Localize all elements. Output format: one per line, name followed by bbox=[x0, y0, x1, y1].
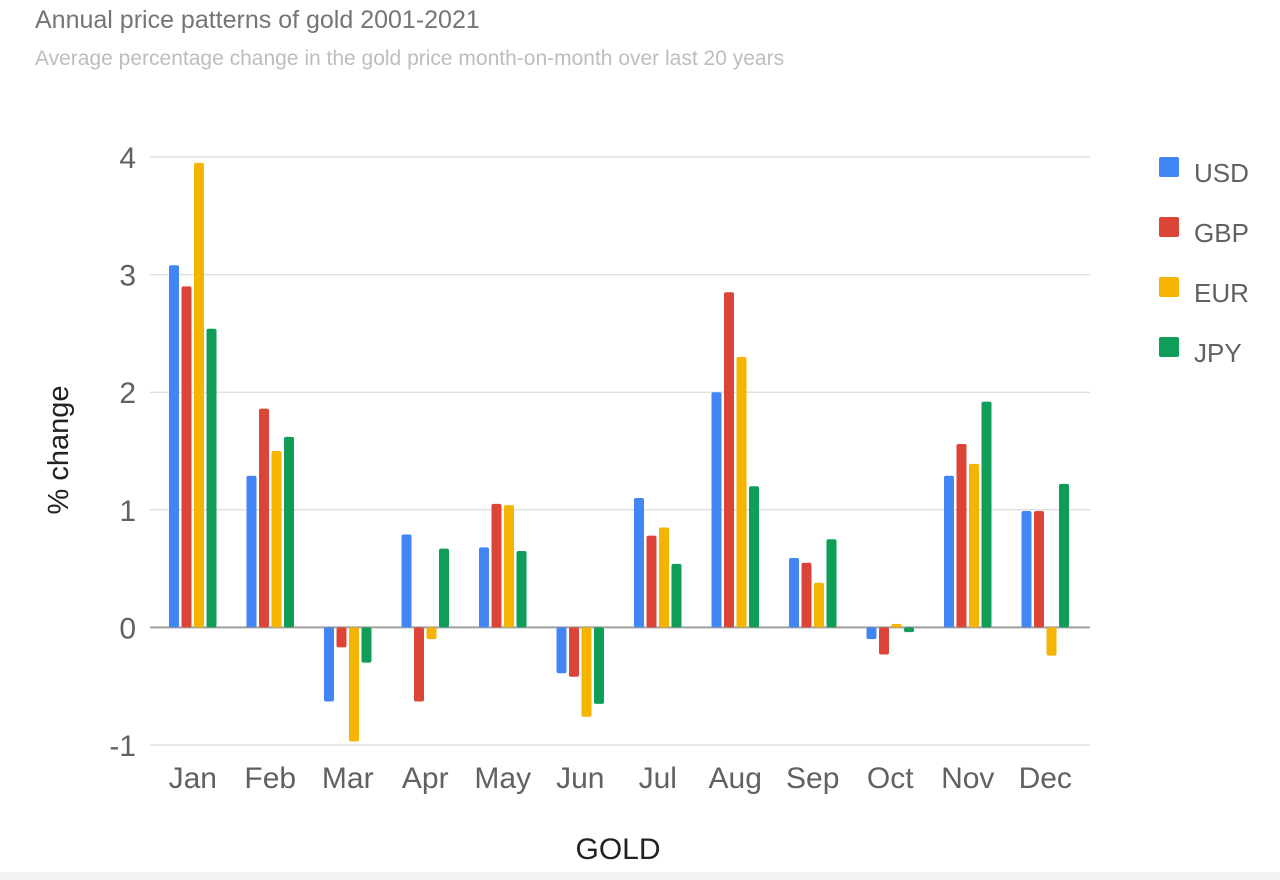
x-tick-label: Feb bbox=[244, 762, 296, 795]
bar-gbp-mar[interactable] bbox=[336, 627, 347, 648]
bar-usd-dec[interactable] bbox=[1021, 510, 1032, 628]
bar-gbp-may[interactable] bbox=[491, 503, 502, 628]
y-tick-label: 4 bbox=[119, 142, 136, 175]
bar-eur-apr[interactable] bbox=[426, 627, 437, 640]
legend-label-jpy: JPY bbox=[1194, 338, 1242, 368]
bar-eur-aug[interactable] bbox=[736, 356, 747, 628]
x-tick-label: Dec bbox=[1019, 762, 1072, 795]
bar-jpy-aug[interactable] bbox=[749, 486, 759, 628]
legend-label-gbp: GBP bbox=[1194, 218, 1249, 248]
bar-jpy-nov[interactable] bbox=[981, 401, 992, 628]
bar-usd-mar[interactable] bbox=[324, 627, 334, 702]
bar-eur-may[interactable] bbox=[504, 505, 514, 628]
bar-eur-sep[interactable] bbox=[814, 582, 824, 628]
legend-swatch-eur bbox=[1159, 277, 1179, 297]
x-tick-label: Jan bbox=[169, 762, 217, 795]
x-tick-label: Sep bbox=[786, 762, 839, 795]
bar-jpy-jun[interactable] bbox=[594, 627, 604, 704]
bar-usd-apr[interactable] bbox=[401, 534, 412, 628]
x-tick-label: Mar bbox=[322, 762, 374, 795]
bar-jpy-may[interactable] bbox=[516, 550, 527, 628]
bar-jpy-oct[interactable] bbox=[904, 627, 914, 633]
bar-jpy-jul[interactable] bbox=[671, 563, 682, 628]
y-tick-label: 3 bbox=[119, 260, 136, 293]
bar-eur-dec[interactable] bbox=[1046, 627, 1057, 656]
bar-jpy-sep[interactable] bbox=[826, 539, 837, 628]
bottom-bar bbox=[0, 872, 1280, 880]
bar-eur-jun[interactable] bbox=[581, 627, 592, 717]
bar-usd-aug[interactable] bbox=[711, 392, 722, 628]
y-tick-label: 1 bbox=[119, 495, 136, 528]
bar-jpy-feb[interactable] bbox=[284, 436, 294, 628]
bar-jpy-apr[interactable] bbox=[439, 548, 449, 628]
bar-gbp-sep[interactable] bbox=[801, 562, 812, 628]
legend-label-usd: USD bbox=[1194, 158, 1249, 188]
bar-eur-mar[interactable] bbox=[349, 627, 359, 742]
bar-gbp-oct[interactable] bbox=[879, 627, 889, 655]
bar-gbp-feb[interactable] bbox=[259, 408, 269, 628]
bar-eur-jan[interactable] bbox=[194, 162, 204, 628]
chart-title: Annual price patterns of gold 2001-2021 bbox=[35, 6, 480, 34]
x-tick-label: Apr bbox=[402, 762, 449, 795]
y-tick-label: 0 bbox=[119, 612, 136, 645]
legend-swatch-usd bbox=[1159, 157, 1179, 177]
bar-gbp-nov[interactable] bbox=[956, 443, 967, 628]
chart-subtitle: Average percentage change in the gold pr… bbox=[35, 47, 785, 70]
bar-usd-sep[interactable] bbox=[789, 558, 799, 628]
bar-gbp-jan[interactable] bbox=[181, 286, 192, 628]
x-tick-label: Oct bbox=[867, 762, 914, 795]
x-tick-label: May bbox=[474, 762, 531, 795]
bar-eur-nov[interactable] bbox=[969, 463, 979, 628]
x-tick-label: Aug bbox=[709, 762, 762, 795]
grid-lines bbox=[150, 156, 1090, 746]
x-tick-label: Jun bbox=[556, 762, 604, 795]
axes: -1 0 1 2 3 4 Jan Feb Mar Apr May Jun Jul Aug Sep Oct Nov… bbox=[109, 142, 1072, 795]
bar-eur-feb[interactable] bbox=[271, 451, 282, 628]
bar-usd-may[interactable] bbox=[479, 547, 489, 628]
bar-usd-feb[interactable] bbox=[246, 475, 257, 628]
y-tick-label: -1 bbox=[109, 730, 136, 763]
legend-label-eur: EUR bbox=[1194, 278, 1249, 308]
y-tick-label: 2 bbox=[119, 377, 136, 410]
legend-swatch-jpy bbox=[1159, 337, 1179, 357]
bar-usd-oct[interactable] bbox=[866, 627, 877, 640]
bar-eur-jul[interactable] bbox=[659, 527, 669, 628]
x-tick-label: Jul bbox=[639, 762, 677, 795]
bar-usd-nov[interactable] bbox=[944, 475, 954, 628]
bar-eur-oct[interactable] bbox=[891, 623, 902, 628]
x-tick-label: Nov bbox=[941, 762, 994, 795]
legend-swatch-gbp bbox=[1159, 217, 1179, 237]
y-axis-label: % change bbox=[43, 386, 75, 515]
bar-gbp-jun[interactable] bbox=[569, 627, 579, 677]
x-axis-label: GOLD bbox=[575, 833, 660, 866]
bar-gbp-dec[interactable] bbox=[1034, 510, 1044, 628]
bar-jpy-mar[interactable] bbox=[361, 627, 372, 663]
bar-usd-jul[interactable] bbox=[634, 498, 644, 628]
bar-jpy-jan[interactable] bbox=[206, 328, 217, 628]
bar-usd-jun[interactable] bbox=[556, 627, 567, 674]
bar-gbp-jul[interactable] bbox=[646, 535, 657, 628]
bars bbox=[169, 162, 1069, 742]
bar-gbp-apr[interactable] bbox=[414, 627, 424, 702]
bar-usd-jan[interactable] bbox=[169, 265, 179, 628]
bar-jpy-dec[interactable] bbox=[1059, 483, 1069, 628]
legend: USD GBP EUR JPY bbox=[1159, 157, 1249, 368]
bar-gbp-aug[interactable] bbox=[724, 292, 734, 628]
